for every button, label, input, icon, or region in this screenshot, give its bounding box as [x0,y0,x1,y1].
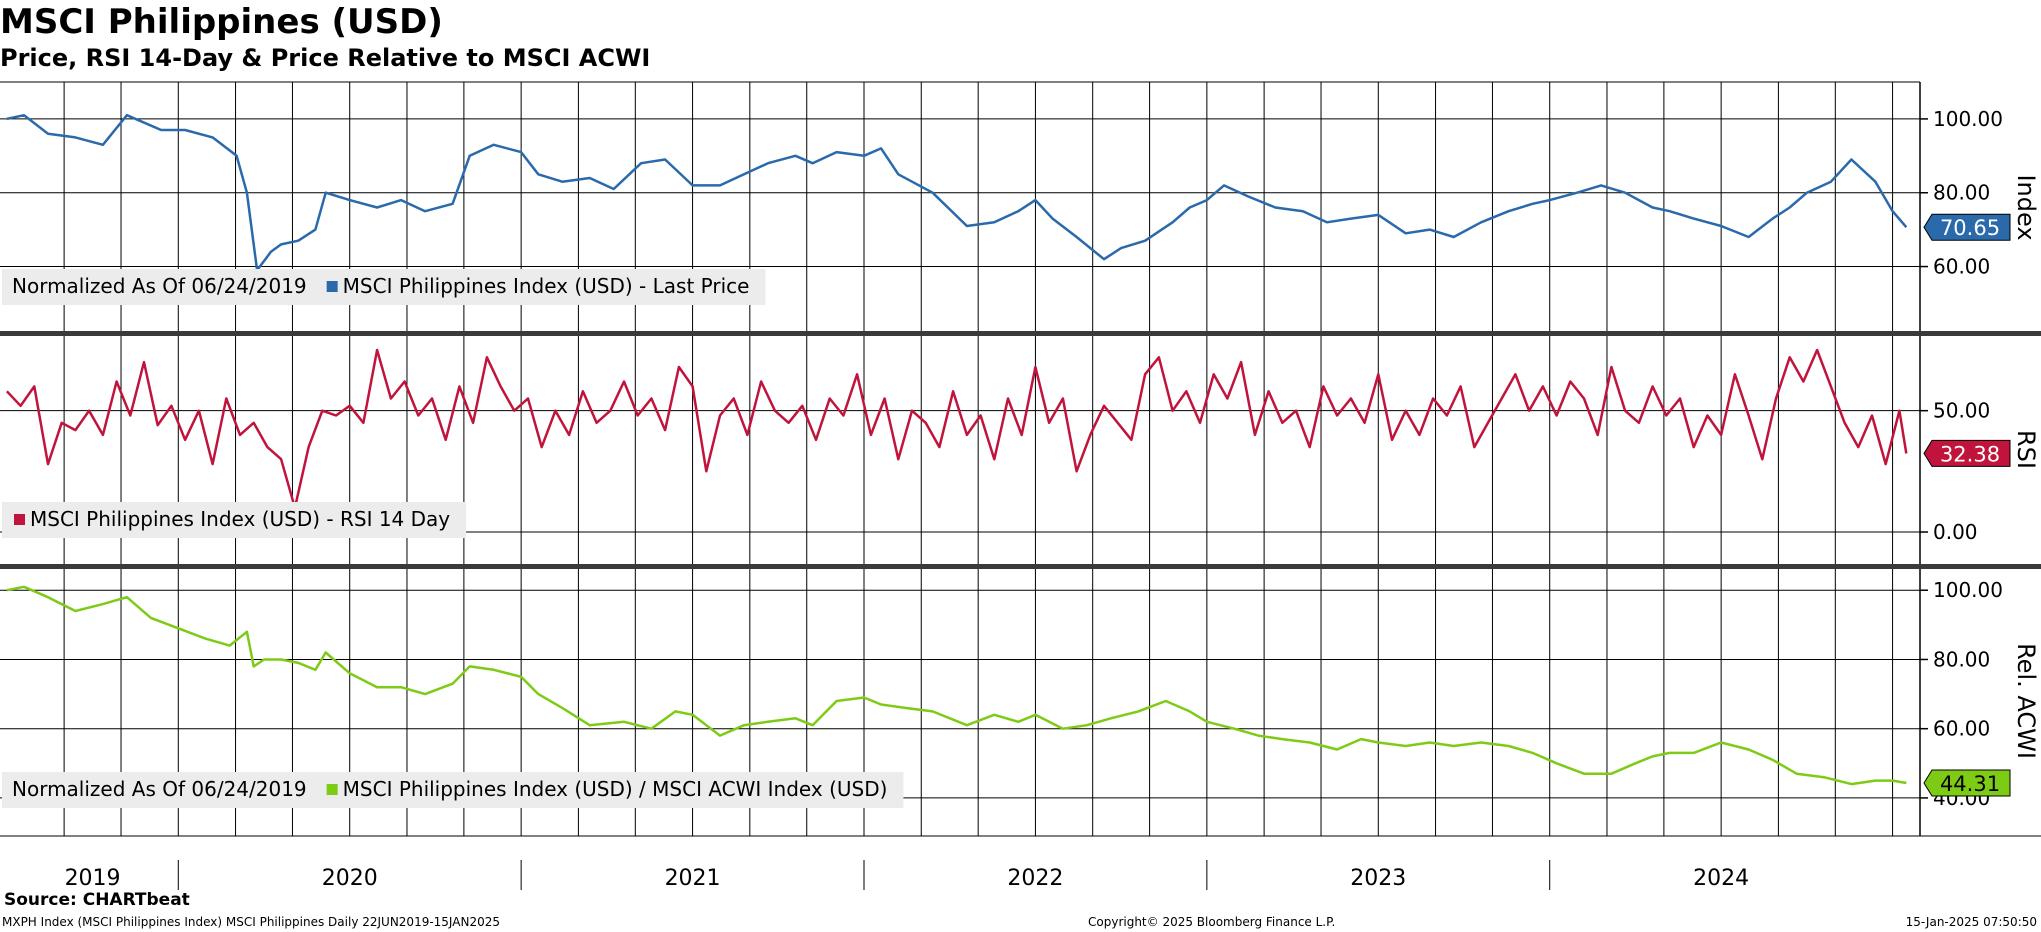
legend-label: MSCI Philippines Index (USD) - RSI 14 Da… [30,507,450,531]
series-line [6,585,1907,786]
legend-label: MSCI Philippines Index (USD) - Last Pric… [343,274,750,298]
y-tick-label: 100.00 [1933,578,2003,602]
legend: Normalized As Of 06/24/2019 MSCI Philippi… [2,772,904,808]
legend: MSCI Philippines Index (USD) - RSI 14 Da… [2,502,467,538]
last-value-tag: 70.65 [1923,213,2011,241]
last-value-label: 44.31 [1940,772,2000,796]
x-year-label: 2020 [322,866,378,891]
y-tick-label: 60.00 [1933,255,1990,279]
legend-swatch [326,784,338,795]
y-tick-label: 80.00 [1933,181,1990,205]
y-axis-title: RSI [2012,430,2040,469]
y-tick-label: 100.00 [1933,107,2003,131]
footer-timestamp: 15-Jan-2025 07:50:50 [1905,915,2037,929]
x-year-label: 2022 [1007,866,1063,891]
chart-title: MSCI Philippines (USD) [0,2,443,42]
last-value-tag: 44.31 [1923,769,2011,797]
panel-separator [0,331,2041,336]
y-axis-title: Rel. ACWI [2012,643,2040,759]
legend-label: MSCI Philippines Index (USD) / MSCI ACWI… [343,777,888,801]
x-year-label: 2019 [65,866,121,891]
legend-swatch [326,281,338,292]
x-year-label: 2023 [1350,866,1406,891]
legend-background [2,269,766,305]
y-tick-label: 60.00 [1933,717,1990,741]
footer-copyright: Copyright© 2025 Bloomberg Finance L.P. [1088,915,1336,929]
last-value-label: 70.65 [1940,216,2000,240]
legend-swatch [14,514,25,525]
last-value-box [1923,213,2011,241]
y-tick-label: 0.00 [1933,520,1978,544]
x-year-label: 2024 [1693,866,1749,891]
rsi-panel: 0.00 50.00 RSI 32.38 MSCI Philippines Index … [0,333,2040,566]
y-tick-label: 80.00 [1933,647,1990,671]
x-year-label: 2021 [665,866,721,891]
legend-background [2,772,904,808]
legend-note: Normalized As Of 06/24/2019 [12,777,307,801]
source-note: Source: CHARTbeat [4,890,190,910]
legend-background [2,502,467,538]
last-value-box [1923,769,2011,797]
series-line [6,113,1908,272]
chart-subtitle: Price, RSI 14-Day & Price Relative to MS… [0,44,651,72]
last-value-box [1923,439,2011,467]
last-value-tag: 32.38 [1923,439,2011,467]
series-line [5,348,1908,510]
price-panel: 60.00 80.00 100.00 Index 70.65 Normalized As … [0,82,2040,333]
y-axis-title: Index [2012,174,2040,240]
footer-ticker-info: MXPH Index (MSCI Philippines Index) MSCI… [2,915,500,929]
legend: Normalized As Of 06/24/2019 MSCI Philippi… [2,269,766,305]
last-value-label: 32.38 [1940,442,2000,466]
legend-note: Normalized As Of 06/24/2019 [12,274,307,298]
y-tick-label: 50.00 [1933,399,1990,423]
panel-separator [0,564,2041,569]
